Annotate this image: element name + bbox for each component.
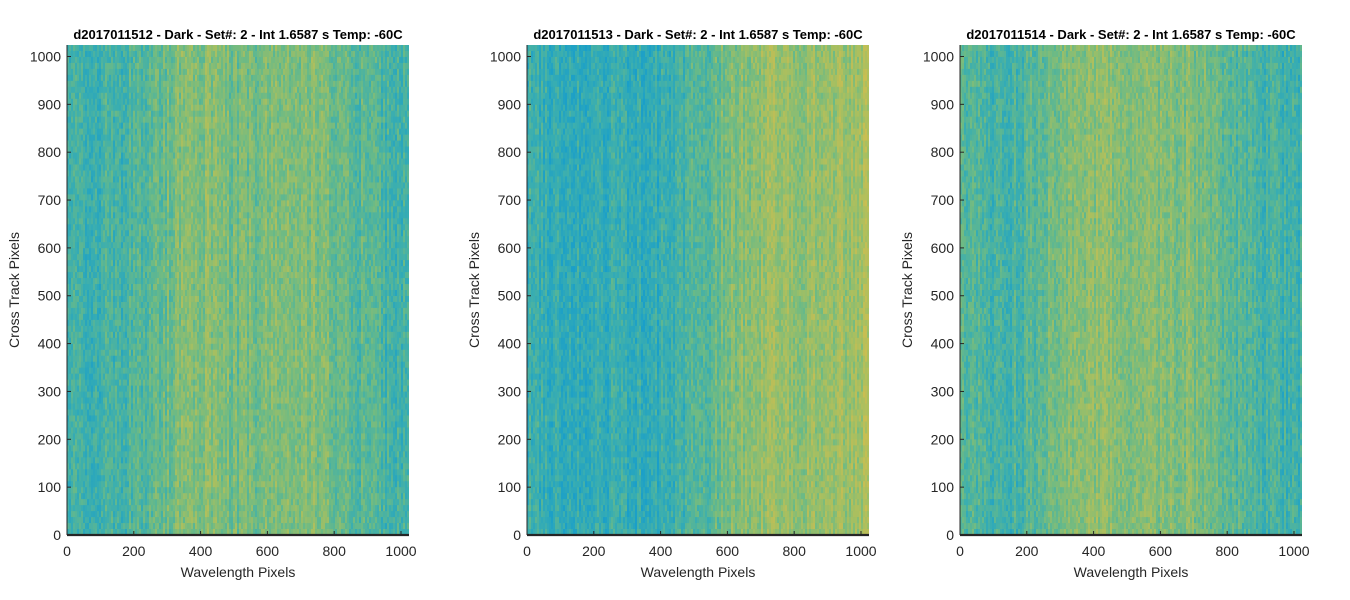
x-tick-label: 1000 [1278,543,1309,559]
y-tick-label: 500 [38,288,62,304]
x-tick-label: 1000 [385,543,416,559]
y-tick-label: 100 [931,479,955,495]
x-axis-label: Wavelength Pixels [641,564,756,580]
chart-title: d2017011512 - Dark - Set#: 2 - Int 1.658… [73,27,403,42]
y-tick-label: 1000 [490,48,521,64]
x-tick-label: 0 [956,543,964,559]
x-tick-label: 800 [783,543,807,559]
y-tick-label: 500 [498,288,522,304]
x-tick-label: 600 [716,543,740,559]
y-tick-label: 600 [498,240,522,256]
chart-panel-1: 0 200 400 600 800 1000 0 100 200 300 400 500 600 700 8… [6,27,417,580]
x-tick-label: 1000 [845,543,876,559]
y-tick-label: 0 [53,527,61,543]
heatmap-image [960,45,1302,535]
y-tick-label: 700 [38,192,62,208]
chart-title: d2017011514 - Dark - Set#: 2 - Int 1.658… [966,27,1296,42]
y-tick-label: 300 [498,383,522,399]
y-tick-label: 500 [931,288,955,304]
x-tick-label: 800 [1216,543,1240,559]
x-axis-label: Wavelength Pixels [181,564,296,580]
heatmap-image [67,45,409,535]
x-tick-label: 200 [582,543,606,559]
y-axis-label: Cross Track Pixels [899,232,915,348]
y-tick-label: 300 [38,383,62,399]
y-tick-label: 100 [498,479,522,495]
y-tick-label: 800 [931,144,955,160]
x-tick-label: 800 [323,543,347,559]
y-tick-label: 900 [38,96,62,112]
x-tick-label: 400 [1082,543,1106,559]
x-tick-label: 200 [1015,543,1039,559]
y-tick-label: 200 [38,431,62,447]
axes: 0 200 400 600 800 1000 0 100 200 300 400 500 600 700 8… [923,45,1310,559]
chart-panel-2: 0 200 400 600 800 1000 0 100 200 300 400 500 600 700 8… [466,27,877,580]
y-tick-label: 700 [931,192,955,208]
y-tick-label: 800 [38,144,62,160]
y-tick-label: 1000 [923,48,954,64]
x-tick-label: 600 [1149,543,1173,559]
y-tick-label: 400 [931,336,955,352]
y-tick-label: 300 [931,383,955,399]
x-tick-label: 400 [189,543,213,559]
x-tick-label: 200 [122,543,146,559]
y-tick-label: 0 [946,527,954,543]
axes: 0 200 400 600 800 1000 0 100 200 300 400 500 600 700 8… [30,45,417,559]
y-tick-label: 800 [498,144,522,160]
y-tick-label: 400 [38,336,62,352]
y-tick-label: 0 [513,527,521,543]
y-tick-label: 700 [498,192,522,208]
chart-title: d2017011513 - Dark - Set#: 2 - Int 1.658… [533,27,863,42]
y-tick-label: 200 [931,431,955,447]
y-tick-label: 900 [498,96,522,112]
x-axis-label: Wavelength Pixels [1074,564,1189,580]
x-tick-label: 400 [649,543,673,559]
x-tick-label: 0 [63,543,71,559]
y-tick-label: 900 [931,96,955,112]
chart-panel-3: 0 200 400 600 800 1000 0 100 200 300 400 500 600 700 8… [899,27,1310,580]
y-tick-label: 100 [38,479,62,495]
heatmap-image [527,45,869,535]
y-axis-label: Cross Track Pixels [466,232,482,348]
axes: 0 200 400 600 800 1000 0 100 200 300 400 500 600 700 8… [490,45,877,559]
y-tick-label: 600 [38,240,62,256]
y-axis-label: Cross Track Pixels [6,232,22,348]
y-tick-label: 400 [498,336,522,352]
y-tick-label: 600 [931,240,955,256]
y-tick-label: 1000 [30,48,61,64]
x-tick-label: 600 [256,543,280,559]
x-tick-label: 0 [523,543,531,559]
y-tick-label: 200 [498,431,522,447]
